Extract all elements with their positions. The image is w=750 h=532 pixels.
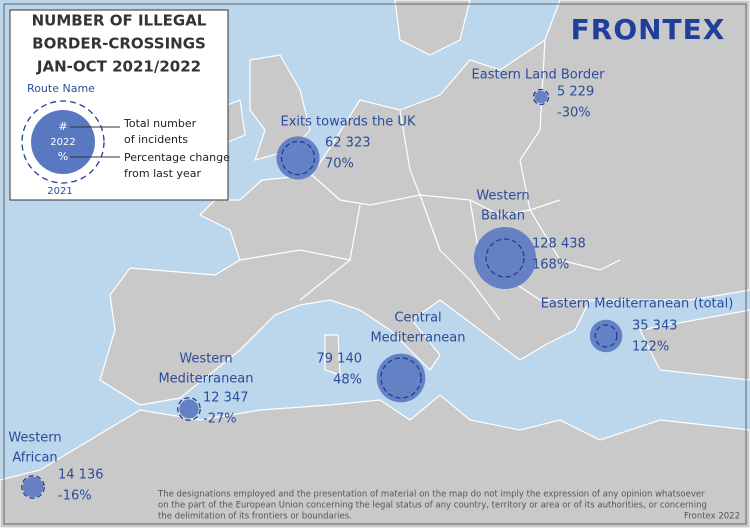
- legend-circle-2022: [31, 110, 95, 174]
- route-change: 70%: [325, 157, 354, 172]
- legend: NUMBER OF ILLEGAL BORDER-CROSSINGS JAN-O…: [9, 9, 230, 201]
- bubble-2022: [376, 353, 426, 403]
- legend-text: from last year: [124, 167, 201, 180]
- bubble-2021: [21, 475, 45, 499]
- legend-circle-2021: [21, 100, 105, 184]
- bubble-2022: [534, 90, 548, 104]
- bubble-2022: [179, 399, 199, 419]
- route-total: 79 140: [317, 352, 363, 367]
- bubble-2022: [276, 136, 320, 180]
- route-name: Eastern Mediterranean (total): [541, 297, 734, 312]
- bubble-2022: [474, 227, 536, 289]
- title: JAN-OCT 2021/2022: [36, 58, 201, 76]
- legend-route-name: Route Name: [27, 82, 95, 95]
- legend-text: Percentage change: [124, 151, 230, 164]
- disclaimer: on the part of the European Union concer…: [158, 501, 707, 511]
- route-name: African: [12, 451, 57, 466]
- route-name: Balkan: [481, 209, 525, 224]
- bubble-2021: [177, 397, 201, 421]
- route-name: Central: [394, 311, 441, 326]
- disclaimer: The designations employed and the presen…: [157, 490, 705, 500]
- disclaimer: the delimitation of its frontiers or bou…: [158, 512, 352, 522]
- bubble-2021: [485, 238, 525, 278]
- route-total: 62 323: [325, 136, 371, 151]
- route-change: -16%: [58, 489, 92, 504]
- route-total: 12 347: [203, 391, 249, 406]
- credit: Frontex 2022: [684, 512, 740, 522]
- bubble-2021: [594, 324, 618, 348]
- route-name: Western: [8, 431, 61, 446]
- frame: [3, 3, 747, 525]
- bubble-2021: [380, 357, 422, 399]
- route-change: -27%: [203, 412, 237, 427]
- logo: FRONTEX: [571, 13, 726, 46]
- legend-text: of incidents: [124, 133, 188, 146]
- route-name: Eastern Land Border: [472, 68, 606, 83]
- route-total: 35 343: [632, 319, 678, 334]
- route-name: Mediterranean: [158, 372, 253, 387]
- legend-percent: %: [58, 150, 68, 163]
- legend-year-before: 2021: [47, 186, 72, 197]
- route-total: 5 229: [557, 85, 594, 100]
- route-name: Mediterranean: [370, 331, 465, 346]
- route-total: 128 438: [532, 237, 586, 252]
- route-change: 48%: [333, 373, 362, 388]
- route-change: 168%: [532, 258, 569, 273]
- bubble-2021: [280, 140, 316, 176]
- bubble-2022: [22, 476, 44, 498]
- routes: Eastern Land Border 5 229 -30% Exits toward…: [8, 68, 733, 504]
- route-change: -30%: [557, 106, 591, 121]
- route-total: 14 136: [58, 468, 104, 483]
- title: BORDER-CROSSINGS: [32, 35, 206, 53]
- route-name: Western: [476, 189, 529, 204]
- legend-year: 2022: [50, 137, 75, 148]
- legend-text: Total number: [123, 117, 197, 130]
- title: NUMBER OF ILLEGAL: [32, 12, 207, 30]
- route-change: 122%: [632, 340, 669, 355]
- bubble-2021: [532, 88, 550, 106]
- legend-hash: #: [58, 120, 67, 133]
- route-name: Western: [179, 352, 232, 367]
- route-name: Exits towards the UK: [281, 115, 416, 130]
